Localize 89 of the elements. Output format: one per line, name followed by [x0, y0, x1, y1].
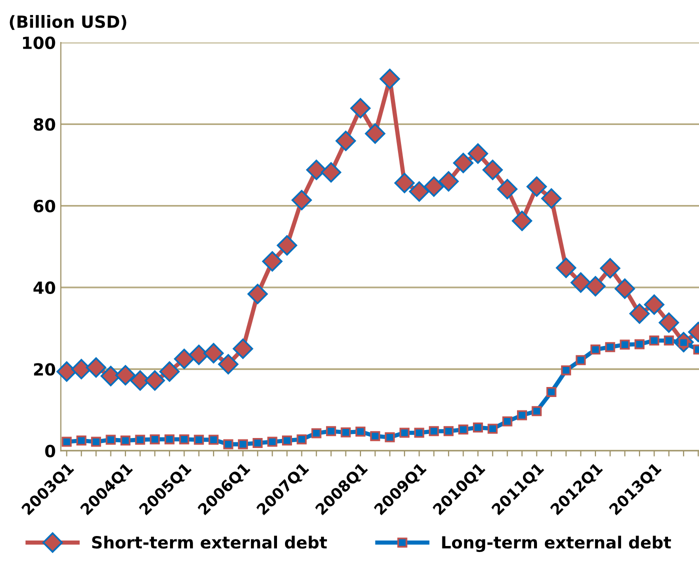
point [444, 426, 454, 436]
point [320, 162, 342, 183]
point [620, 340, 630, 350]
point [252, 438, 263, 448]
point [556, 258, 576, 278]
point [76, 436, 86, 446]
point [400, 428, 410, 438]
point [223, 439, 234, 450]
point [150, 434, 160, 444]
point [468, 143, 488, 164]
point [164, 434, 175, 444]
point [644, 294, 664, 315]
y-axis-title: (Billion USD) [10, 15, 126, 30]
point [394, 172, 415, 194]
point [135, 434, 146, 445]
point [238, 439, 248, 450]
point [384, 432, 395, 442]
point [232, 338, 254, 359]
y-tick-label: 0 [45, 444, 56, 458]
point [203, 343, 224, 364]
y-tick-label: 40 [34, 281, 56, 294]
point [414, 428, 424, 438]
point [282, 436, 292, 446]
point [115, 365, 136, 386]
point [614, 278, 635, 299]
point [296, 434, 307, 444]
y-tick-label: 20 [34, 363, 56, 376]
point [340, 427, 351, 438]
point [472, 422, 483, 432]
point [502, 416, 512, 426]
point [218, 354, 238, 374]
point [336, 130, 356, 152]
point [144, 370, 165, 391]
point [512, 210, 532, 232]
point [370, 431, 380, 442]
point [159, 361, 180, 382]
point [56, 361, 77, 382]
point [267, 436, 278, 447]
point [179, 434, 190, 444]
point [194, 434, 204, 445]
point [86, 357, 106, 378]
point [458, 424, 468, 435]
point [664, 336, 674, 346]
point [326, 426, 336, 436]
point [590, 344, 600, 355]
point [424, 176, 444, 197]
point [247, 284, 268, 304]
point [428, 426, 439, 436]
point [532, 406, 542, 416]
point [364, 123, 386, 144]
point [576, 355, 586, 366]
point [355, 426, 366, 437]
point [546, 386, 556, 397]
point [570, 272, 591, 293]
point [600, 258, 620, 278]
point [541, 188, 562, 209]
y-tick-label: 80 [34, 118, 56, 131]
point [106, 434, 116, 445]
point [634, 339, 645, 350]
point [276, 235, 298, 256]
point [350, 98, 371, 118]
point [561, 365, 572, 376]
legend-label: Short-term external debt [92, 536, 327, 549]
legend-label: Long-term external debt [442, 536, 672, 552]
point [208, 434, 219, 445]
point [438, 171, 459, 192]
point [517, 410, 528, 420]
point [482, 160, 503, 180]
point [62, 436, 72, 447]
point [488, 424, 498, 434]
point [497, 178, 518, 200]
point [292, 190, 312, 210]
point [649, 336, 660, 346]
point [526, 176, 547, 197]
point [306, 160, 327, 180]
point [311, 428, 322, 438]
point [91, 436, 102, 447]
y-tick-label: 60 [34, 200, 56, 212]
point [120, 436, 130, 446]
point [453, 152, 474, 174]
point [380, 68, 400, 90]
point [658, 312, 680, 333]
point [409, 181, 430, 202]
point [585, 276, 606, 296]
point [174, 348, 194, 370]
point [629, 303, 650, 324]
point [605, 342, 616, 352]
y-tick-label: 100 [23, 36, 56, 50]
point [262, 251, 282, 272]
